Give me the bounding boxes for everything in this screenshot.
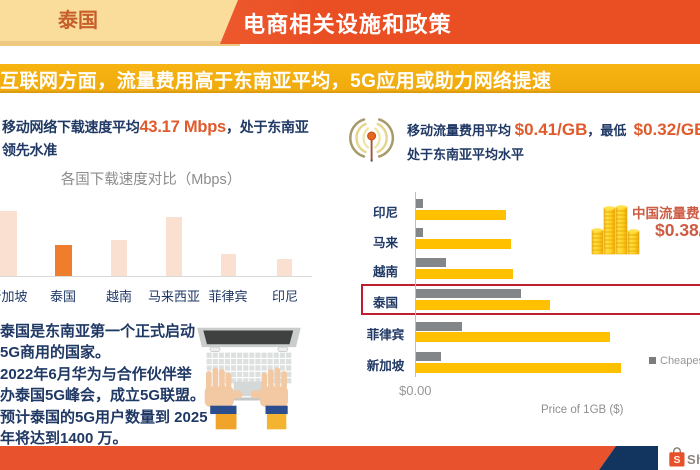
svg-text:S: S xyxy=(673,454,680,466)
